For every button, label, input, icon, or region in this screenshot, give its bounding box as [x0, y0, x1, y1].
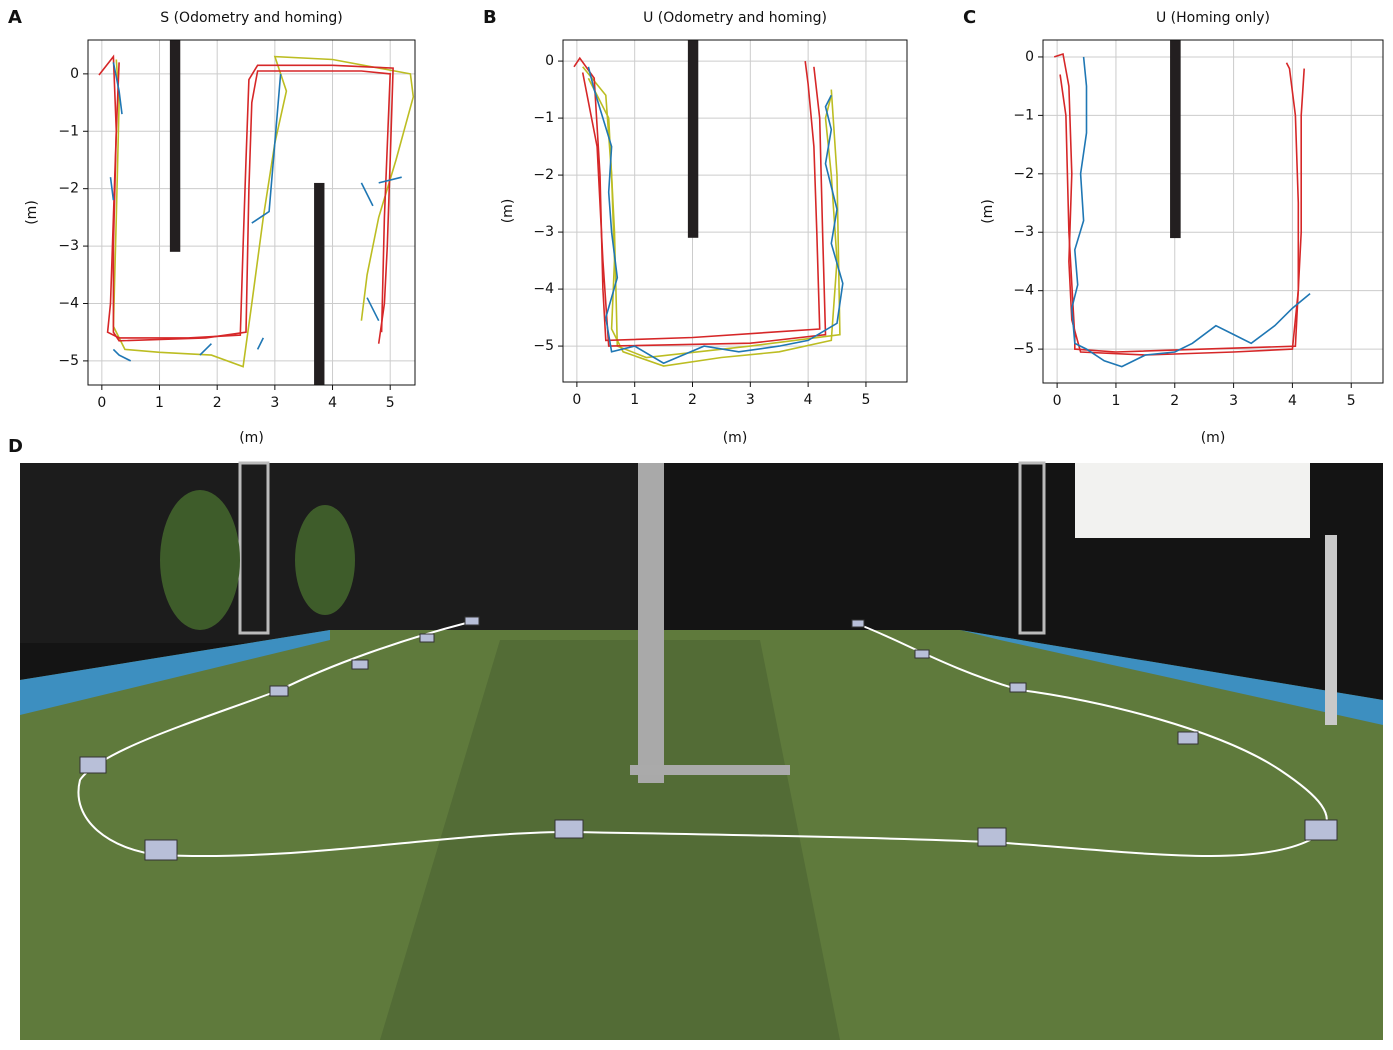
drone	[269, 685, 289, 697]
trajectory	[581, 66, 827, 347]
y-tick-label: −4	[1013, 283, 1034, 299]
y-tick-label: −2	[58, 181, 79, 197]
drone	[1009, 682, 1027, 693]
x-tick-label: 0	[572, 392, 581, 408]
x-axis-label: (m)	[1201, 430, 1226, 446]
x-tick-label: 3	[1229, 393, 1238, 409]
y-tick-label: 0	[545, 53, 554, 69]
drone	[1304, 819, 1338, 841]
trajectory	[573, 56, 821, 342]
x-tick-label: 4	[328, 395, 337, 411]
pole	[638, 463, 664, 783]
obstacle	[169, 40, 181, 252]
y-axis-label: (m)	[980, 199, 996, 224]
chart: 0 1 2 3 4 5 0 −1 −2 −3 −4 −5 U (Odometry and homing)…	[483, 7, 908, 446]
panel-label: C	[963, 7, 976, 28]
y-tick-label: −3	[58, 238, 79, 254]
y-tick-label: −2	[533, 167, 554, 183]
board-stand	[1325, 535, 1337, 725]
drone	[464, 616, 480, 626]
x-tick-label: 2	[1170, 393, 1179, 409]
panel-label: D	[8, 436, 23, 457]
x-tick-label: 1	[630, 392, 639, 408]
x-tick-label: 3	[746, 392, 755, 408]
y-tick-label: −1	[1013, 107, 1034, 123]
y-tick-label: −5	[533, 338, 554, 354]
x-tick-label: 5	[861, 392, 870, 408]
x-tick-label: 2	[688, 392, 697, 408]
x-tick-label: 1	[155, 395, 164, 411]
drone	[351, 659, 369, 670]
y-tick-label: −2	[1013, 166, 1034, 182]
x-tick-label: 2	[213, 395, 222, 411]
plot-area	[1053, 40, 1311, 368]
plant	[160, 490, 240, 630]
axes-frame	[562, 39, 908, 383]
panel-label: A	[8, 7, 22, 28]
trajectory	[582, 66, 838, 367]
drone	[79, 756, 107, 774]
x-tick-label: 1	[1111, 393, 1120, 409]
x-tick-label: 3	[270, 395, 279, 411]
x-tick-label: 5	[386, 395, 395, 411]
trajectory	[109, 62, 402, 362]
photo	[20, 461, 1383, 1040]
trajectory	[587, 77, 841, 359]
panel-label: B	[483, 7, 497, 28]
axes-frame	[87, 39, 416, 386]
chart-title: S (Odometry and homing)	[160, 10, 342, 26]
x-tick-label: 0	[97, 395, 106, 411]
trajectory	[587, 66, 844, 365]
drone	[554, 819, 584, 839]
y-tick-label: −1	[58, 123, 79, 139]
plant	[295, 505, 355, 615]
drone	[419, 633, 435, 643]
floor-shadow	[380, 640, 840, 1040]
obstacle	[687, 40, 699, 238]
y-tick-label: −5	[1013, 341, 1034, 357]
y-tick-label: −5	[58, 353, 79, 369]
chart: 0 1 2 3 4 5 0 −1 −2 −3 −4 −5 S (Odometry and homing)…	[8, 7, 416, 446]
obstacle	[314, 182, 325, 385]
trajectory	[112, 55, 415, 368]
whiteboard	[1075, 463, 1310, 538]
truss	[238, 461, 270, 635]
plot-area	[98, 40, 415, 385]
y-axis-label: (m)	[24, 200, 40, 225]
plot-area	[573, 40, 844, 367]
drone	[914, 649, 930, 659]
y-tick-label: −4	[58, 295, 79, 311]
blue-strip	[20, 630, 330, 715]
y-tick-label: −1	[533, 110, 554, 126]
x-tick-label: 5	[1347, 393, 1356, 409]
y-axis-label: (m)	[500, 199, 516, 224]
obstacle	[1170, 40, 1181, 239]
x-axis-label: (m)	[239, 430, 264, 446]
x-tick-label: 4	[1288, 393, 1297, 409]
x-tick-label: 0	[1053, 393, 1062, 409]
trajectory	[1070, 56, 1311, 368]
cart	[630, 765, 790, 775]
truss	[1018, 461, 1046, 635]
axes-frame	[1042, 39, 1384, 384]
trajectory	[112, 62, 392, 342]
chart-title: U (Homing only)	[1156, 10, 1270, 26]
drone	[1177, 731, 1199, 745]
flight-path	[77, 621, 1328, 858]
y-tick-label: −3	[1013, 224, 1034, 240]
blue-strip	[960, 630, 1383, 725]
drone	[144, 839, 178, 861]
y-tick-label: −3	[533, 224, 554, 240]
chart-title: U (Odometry and homing)	[643, 10, 827, 26]
y-tick-label: 0	[1025, 49, 1034, 65]
trajectory	[1059, 68, 1305, 353]
y-tick-label: −4	[533, 281, 554, 297]
drone	[977, 827, 1007, 847]
x-axis-label: (m)	[723, 430, 748, 446]
y-tick-label: 0	[70, 66, 79, 82]
chart: 0 1 2 3 4 5 0 −1 −2 −3 −4 −5 U (Homing only) C (m) (m)	[963, 7, 1384, 446]
x-tick-label: 4	[804, 392, 813, 408]
drone	[851, 619, 865, 628]
